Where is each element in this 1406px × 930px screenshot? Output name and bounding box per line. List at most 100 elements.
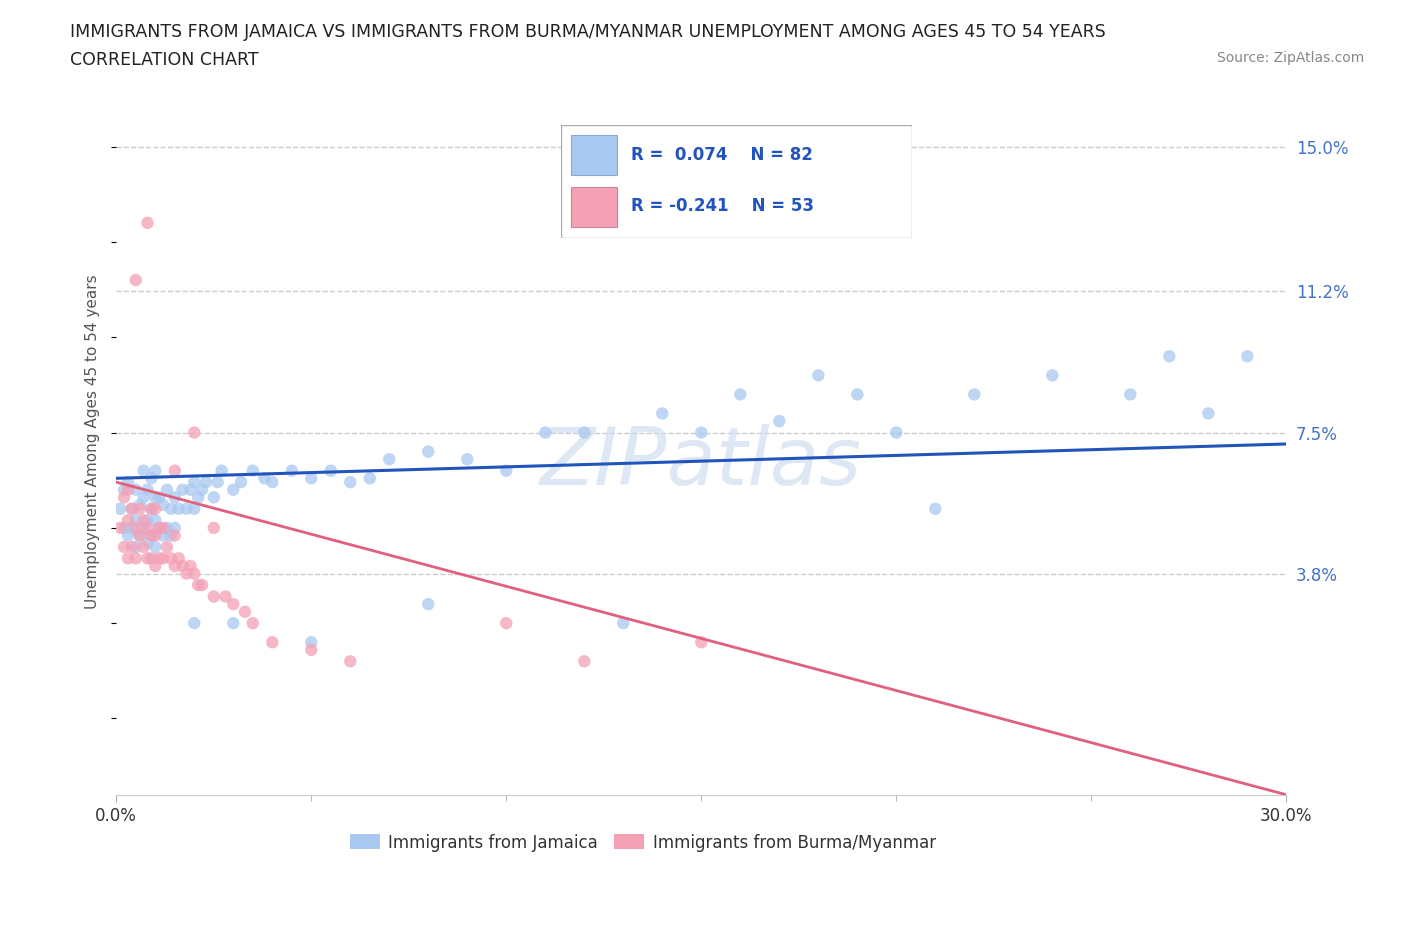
Point [132, 539, 155, 554]
Point [183, 425, 205, 440]
Point [148, 551, 170, 565]
Point [160, 528, 183, 543]
Point [125, 521, 148, 536]
Point [117, 474, 139, 489]
Point [125, 483, 148, 498]
Point [207, 474, 229, 489]
Point [128, 528, 150, 543]
Point [495, 463, 517, 478]
Point [612, 616, 634, 631]
Point [183, 501, 205, 516]
Point [163, 559, 186, 574]
Point [574, 425, 596, 440]
Point [132, 490, 155, 505]
Point [136, 483, 159, 498]
Point [117, 512, 139, 527]
Point [262, 474, 284, 489]
Point [132, 463, 155, 478]
Point [156, 483, 179, 498]
Point [846, 387, 869, 402]
Point [176, 566, 198, 581]
Point [136, 551, 159, 565]
Point [191, 483, 214, 498]
Point [319, 463, 342, 478]
Point [202, 589, 225, 604]
Point [183, 474, 205, 489]
Point [807, 368, 830, 383]
Point [163, 521, 186, 536]
Point [132, 512, 155, 527]
Point [339, 654, 361, 669]
Point [222, 616, 245, 631]
Point [156, 521, 179, 536]
Point [456, 452, 478, 467]
Point [339, 474, 361, 489]
Point [143, 512, 166, 527]
Point [143, 528, 166, 543]
Point [148, 521, 170, 536]
Point [1236, 349, 1258, 364]
Point [108, 521, 131, 536]
Text: ZIPatlas: ZIPatlas [540, 424, 862, 502]
Point [117, 551, 139, 565]
Text: IMMIGRANTS FROM JAMAICA VS IMMIGRANTS FROM BURMA/MYANMAR UNEMPLOYMENT AMONG AGES: IMMIGRANTS FROM JAMAICA VS IMMIGRANTS FR… [70, 23, 1107, 41]
Point [359, 471, 381, 485]
Point [152, 551, 174, 565]
Point [183, 566, 205, 581]
Point [1119, 387, 1142, 402]
Point [163, 490, 186, 505]
Point [963, 387, 986, 402]
Point [202, 490, 225, 505]
Point [299, 643, 322, 658]
Point [141, 551, 163, 565]
Point [152, 528, 174, 543]
Point [183, 616, 205, 631]
Point [534, 425, 557, 440]
Point [148, 490, 170, 505]
Point [418, 597, 440, 612]
Point [179, 483, 201, 498]
Point [924, 501, 946, 516]
Point [233, 604, 256, 619]
Point [143, 539, 166, 554]
Point [160, 551, 183, 565]
Point [172, 483, 194, 498]
Point [690, 635, 713, 650]
Point [121, 539, 143, 554]
Point [222, 597, 245, 612]
Point [253, 471, 276, 485]
Point [141, 471, 163, 485]
Point [167, 501, 190, 516]
Point [1197, 406, 1219, 421]
Point [112, 490, 135, 505]
Point [125, 272, 148, 287]
Point [125, 551, 148, 565]
Point [172, 559, 194, 574]
Point [148, 521, 170, 536]
Point [378, 452, 401, 467]
Point [128, 528, 150, 543]
Point [108, 501, 131, 516]
Point [112, 539, 135, 554]
Point [143, 501, 166, 516]
Point [160, 501, 183, 516]
Text: Source: ZipAtlas.com: Source: ZipAtlas.com [1216, 51, 1364, 65]
Point [222, 483, 245, 498]
Text: CORRELATION CHART: CORRELATION CHART [70, 51, 259, 69]
Point [143, 463, 166, 478]
Point [176, 501, 198, 516]
Point [884, 425, 907, 440]
Point [121, 501, 143, 516]
Point [156, 539, 179, 554]
Point [141, 528, 163, 543]
Y-axis label: Unemployment Among Ages 45 to 54 years: Unemployment Among Ages 45 to 54 years [86, 274, 100, 609]
Point [152, 521, 174, 536]
Point [141, 528, 163, 543]
Point [191, 578, 214, 592]
Point [214, 589, 236, 604]
Point [117, 528, 139, 543]
Point [418, 445, 440, 459]
Point [187, 490, 209, 505]
Point [141, 501, 163, 516]
Point [163, 528, 186, 543]
